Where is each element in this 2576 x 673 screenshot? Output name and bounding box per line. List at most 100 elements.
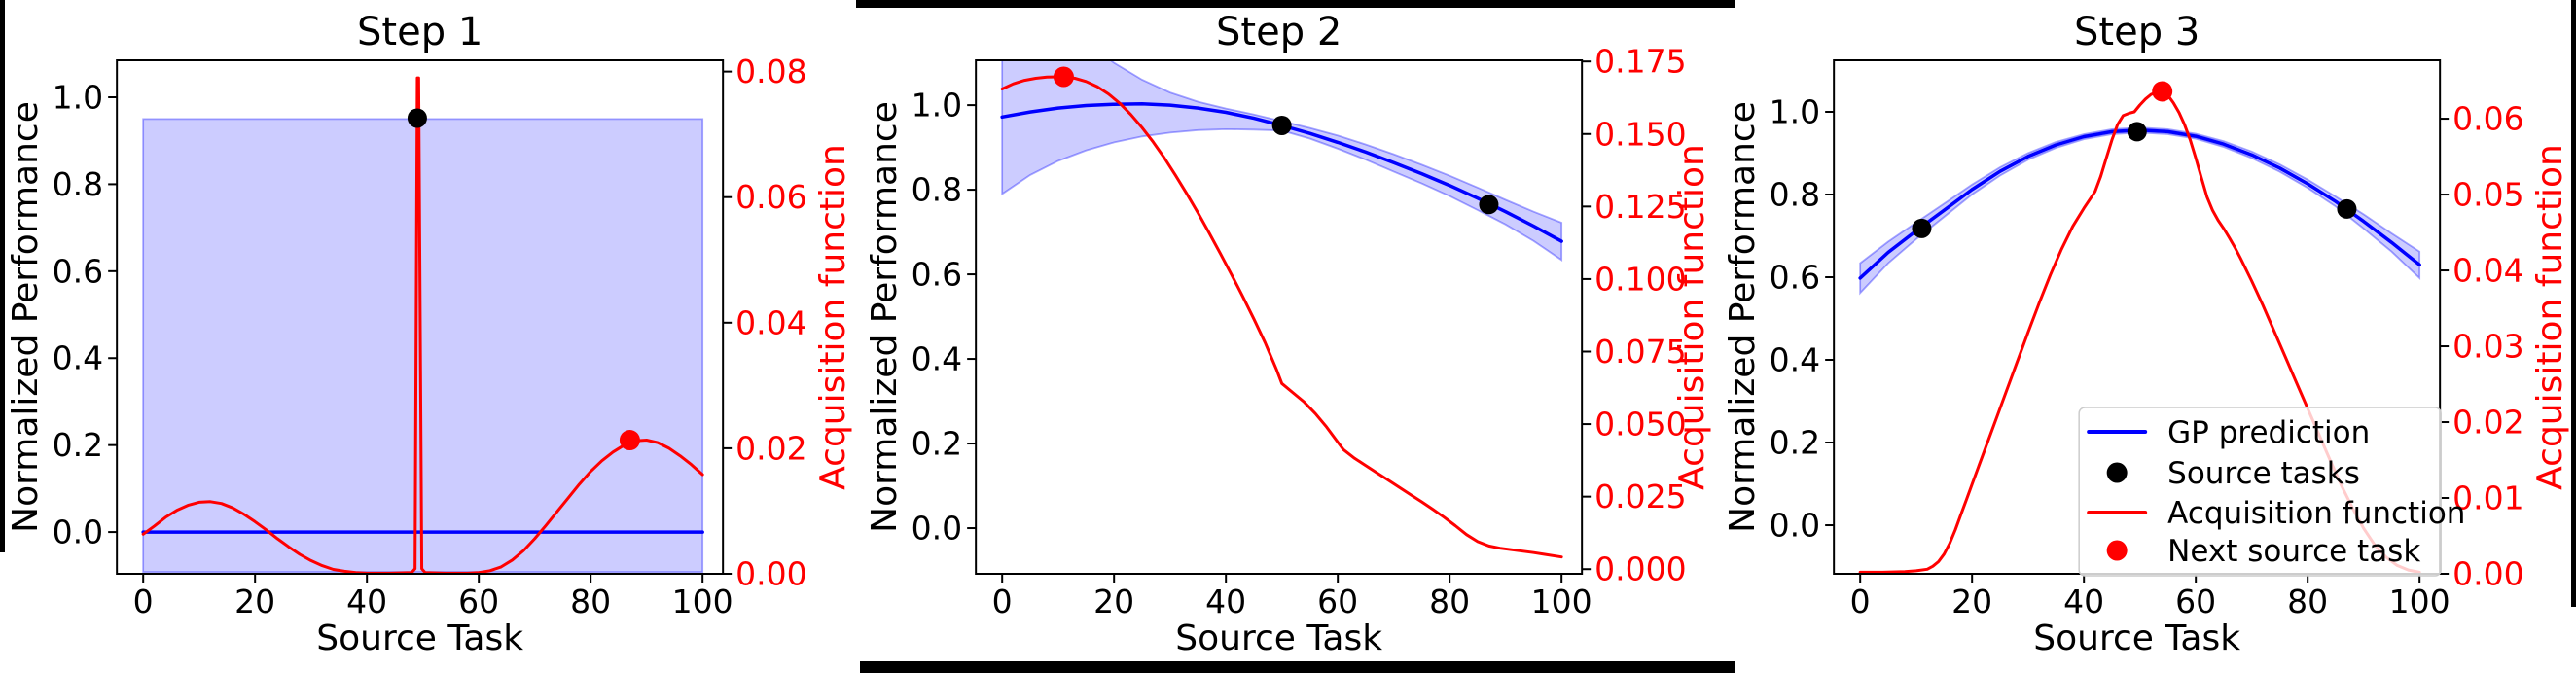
y-left-tick-label: 0.8 [53, 165, 103, 203]
x-axis-label: Source Task [1175, 619, 1382, 658]
x-tick-label: 0 [133, 583, 154, 620]
y-right-tick-label: 0.01 [2452, 479, 2523, 517]
highlight-bar-bottom [860, 661, 1735, 673]
x-tick-label: 100 [1530, 583, 1592, 620]
source-task-dot [1479, 195, 1499, 215]
acquisition-function-line [1000, 75, 1563, 559]
y-left-tick-label: 0.8 [1770, 176, 1820, 214]
source-task-dot [2337, 198, 2357, 219]
y-right-tick-label: 0.00 [2452, 555, 2523, 593]
highlight-bar-top [856, 0, 1735, 8]
y-right-axis-label: Acquisition function [2530, 144, 2570, 490]
chart-step-3: 0 20 40 60 80 100 0.0 0.2 0.4 0.6 0.8 1.0 0.00 0.01 0.… [1717, 0, 2576, 673]
y-left-tick-label: 0.2 [53, 426, 103, 464]
x-tick-label: 80 [2288, 583, 2329, 620]
y-left-tick-label: 1.0 [53, 79, 103, 117]
legend-label: Source tasks [2167, 456, 2360, 491]
next-source-task-dot [2152, 81, 2173, 102]
y-left-tick-label: 0.6 [1770, 259, 1820, 297]
x-tick-label: 60 [2176, 583, 2217, 620]
x-tick-label: 100 [672, 583, 733, 620]
x-axis-label: Source Task [316, 619, 523, 658]
gp-confidence-band [1000, 60, 1562, 263]
x-tick-label: 40 [346, 583, 387, 620]
y-right-tick-label: 0.04 [2452, 252, 2523, 290]
legend-dot-marker [2106, 540, 2128, 561]
chart-title: Step 1 [357, 10, 483, 54]
y-left-tick-label: 0.8 [911, 171, 961, 209]
plot-area [1858, 81, 2422, 574]
legend-box [2078, 407, 2443, 577]
y-left-tick-label: 0.4 [53, 339, 103, 377]
axes-spines [116, 59, 725, 575]
x-tick-label: 0 [991, 583, 1012, 620]
y-left-tick-label: 0.0 [1770, 507, 1820, 545]
source-task-dot [1912, 218, 1932, 238]
chart-step-2: 0 20 40 60 80 100 0.0 0.2 0.4 0.6 0.8 1.0 0.000 0.025… [858, 0, 1718, 673]
y-right-tick-label: 0.025 [1594, 478, 1686, 515]
x-tick-label: 0 [1850, 583, 1871, 620]
y-right-tick-label: 0.03 [2452, 328, 2523, 366]
plot-area [1000, 60, 1563, 559]
x-tick-label: 60 [1317, 583, 1358, 620]
chart-title: Step 2 [1216, 10, 1342, 54]
y-right-tick-label: 0.150 [1594, 115, 1686, 153]
y-right-tick-label: 0.08 [735, 53, 806, 90]
x-tick-label: 80 [570, 583, 611, 620]
y-right-tick-label: 0.075 [1594, 333, 1686, 371]
source-task-dot [2128, 122, 2148, 142]
y-left-axis-label: Normalized Performance [6, 101, 46, 533]
x-tick-label: 100 [2389, 583, 2451, 620]
y-right-tick-label: 0.00 [735, 555, 806, 593]
x-tick-label: 20 [1952, 583, 1993, 620]
y-left-tick-label: 1.0 [911, 87, 961, 124]
y-right-axis-label: Acquisition function [813, 144, 853, 490]
plot-area [141, 76, 704, 574]
legend-label: Next source task [2167, 534, 2420, 569]
x-tick-label: 20 [234, 583, 275, 620]
crop-border-right-icon [2571, 0, 2576, 607]
legend-dot-marker [2106, 462, 2128, 483]
x-tick-label: 40 [1205, 583, 1246, 620]
y-right-tick-label: 0.02 [735, 429, 806, 467]
y-left-axis-label: Normalized Performance [1723, 101, 1763, 533]
y-left-axis-label: Normalized Performance [865, 101, 905, 533]
y-right-tick-label: 0.04 [735, 303, 806, 341]
x-axis-label: Source Task [2034, 619, 2241, 658]
y-left-tick-label: 0.0 [53, 514, 103, 551]
y-left-tick-label: 0.6 [53, 252, 103, 290]
x-tick-label: 60 [458, 583, 499, 620]
legend-label: Acquisition function [2167, 496, 2465, 531]
y-left-tick-label: 0.4 [1770, 341, 1820, 379]
legend: GP prediction Source tasks Acquisition fun… [2078, 407, 2466, 577]
gp-confidence-band [142, 118, 704, 574]
acquisition-function-line [1858, 89, 2421, 574]
y-right-tick-label: 0.06 [735, 178, 806, 216]
y-right-tick-label: 0.175 [1594, 43, 1686, 81]
y-right-tick-label: 0.100 [1594, 260, 1686, 298]
crop-border-left-icon [0, 0, 5, 552]
y-left-tick-label: 0.6 [911, 256, 961, 294]
y-right-tick-label: 0.06 [2452, 100, 2523, 138]
y-right-axis-label: Acquisition function [1672, 144, 1712, 490]
panel-background [0, 0, 859, 673]
y-left-tick-label: 0.2 [1770, 424, 1820, 462]
acquisition-function-line [141, 76, 704, 574]
y-right-tick-label: 0.125 [1594, 188, 1686, 226]
chart-title: Step 3 [2074, 10, 2200, 54]
chart-step-1: 0 20 40 60 80 100 0.0 0.2 0.4 0.6 0.8 1.0 0.00 0.02 0.… [0, 0, 859, 673]
y-left-tick-label: 0.4 [911, 340, 961, 378]
next-source-task-dot [1053, 66, 1074, 88]
y-left-tick-label: 0.2 [911, 425, 961, 463]
x-tick-label: 20 [1093, 583, 1134, 620]
x-tick-label: 40 [2064, 583, 2105, 620]
source-task-dot [407, 108, 427, 128]
next-source-task-dot [619, 430, 640, 451]
axes-spines [974, 59, 1583, 575]
y-right-tick-label: 0.02 [2452, 404, 2523, 442]
source-task-dot [1271, 115, 1292, 135]
y-right-tick-label: 0.050 [1594, 406, 1686, 443]
legend-label: GP prediction [2167, 415, 2370, 450]
y-right-tick-label: 0.05 [2452, 176, 2523, 214]
